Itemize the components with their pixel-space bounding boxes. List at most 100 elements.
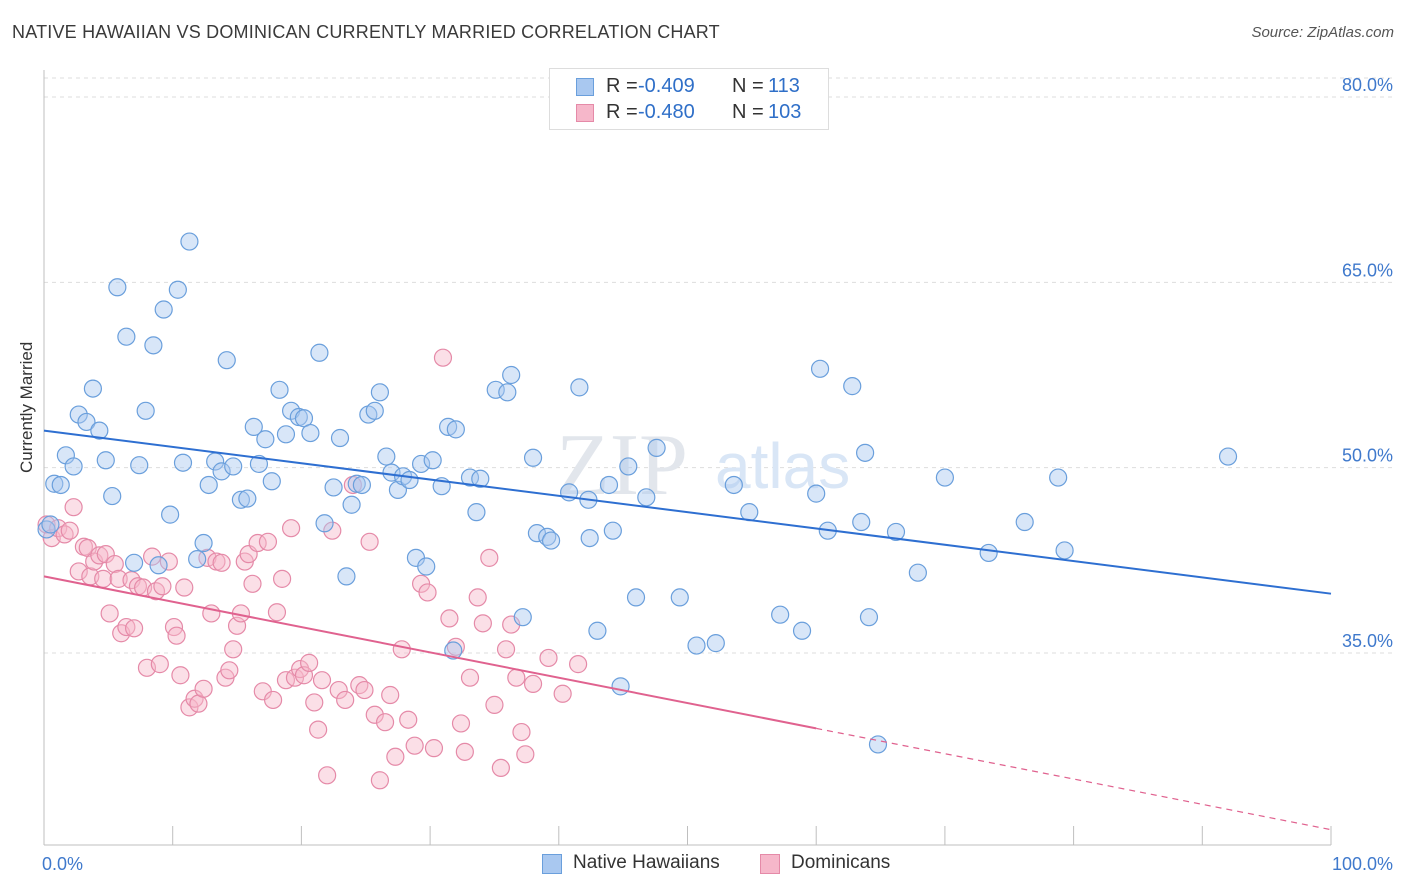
- native-hawaiians-point: [523, 448, 543, 467]
- dominicans-point: [360, 532, 379, 551]
- dominicans-point: [267, 603, 287, 622]
- native-hawaiians-point: [217, 351, 236, 370]
- native-hawaiians-point: [188, 549, 207, 569]
- legend-n-label: N =: [732, 75, 764, 97]
- chart-title: NATIVE HAWAIIAN VS DOMINICAN CURRENTLY M…: [12, 22, 720, 42]
- dominicans-point: [491, 758, 510, 778]
- native-hawaiians-point: [365, 401, 384, 420]
- native-hawaiians-point: [69, 405, 88, 424]
- native-hawaiians-point: [276, 425, 296, 444]
- native-hawaiians-point: [1218, 447, 1238, 466]
- native-hawaiians-point: [249, 454, 269, 474]
- dominicans-point: [569, 655, 588, 674]
- native-hawaiians-point: [670, 588, 689, 607]
- native-hawaiians-trend-line: [43, 429, 1332, 595]
- native-hawaiians-point: [852, 512, 871, 532]
- native-hawaiians-point: [502, 365, 521, 385]
- native-hawaiians-point: [486, 380, 505, 399]
- native-hawaiians-point: [423, 451, 442, 470]
- dominicans-point: [318, 766, 337, 785]
- dominicans-point: [224, 640, 243, 659]
- dominicans-point: [418, 583, 437, 602]
- dominicans-point: [516, 745, 535, 764]
- dominicans-trend-line-extension: [816, 727, 1332, 831]
- dominicans-point: [323, 521, 342, 540]
- y-tick-label: 80.0%: [1342, 75, 1393, 95]
- bottom-legend-label: Native Hawaiians: [573, 852, 720, 873]
- native-hawaiians-point: [979, 543, 998, 563]
- native-hawaiians-point: [740, 503, 759, 522]
- native-hawaiians-point: [599, 475, 619, 495]
- watermark-atlas: atlas: [715, 430, 850, 502]
- native-hawaiians-point: [45, 474, 64, 493]
- trend-lines: [43, 429, 1332, 831]
- native-hawaiians-point: [352, 475, 371, 495]
- dominicans-point: [243, 574, 262, 593]
- native-hawaiians-point: [238, 489, 257, 508]
- dominicans-point: [399, 710, 418, 729]
- dominicans-point: [90, 546, 109, 565]
- native-hawaiians-point: [411, 454, 431, 474]
- native-hawaiians-point: [168, 280, 187, 299]
- native-hawaiians-point: [64, 457, 83, 476]
- native-hawaiians-point: [103, 486, 122, 506]
- native-hawaiians-point: [570, 378, 589, 397]
- dominicans-point: [175, 578, 194, 597]
- native-hawaiians-point: [588, 621, 607, 640]
- bottom-legend-swatch-pink: [760, 854, 780, 874]
- dominicans-point: [433, 348, 453, 367]
- native-hawaiians-point: [77, 412, 96, 432]
- dominicans-point: [336, 690, 355, 710]
- native-hawaiians-point: [843, 377, 862, 396]
- native-hawaiians-point: [603, 521, 622, 540]
- native-hawaiians-point: [324, 478, 343, 497]
- dominicans-point: [212, 553, 231, 572]
- dominicans-point: [405, 736, 424, 755]
- native-hawaiians-point: [51, 475, 70, 495]
- dominicans-point: [539, 648, 558, 668]
- native-hawaiians-point: [388, 480, 408, 500]
- native-hawaiians-point: [513, 608, 532, 627]
- y-tick-label: 65.0%: [1342, 260, 1393, 280]
- native-hawaiians-point: [301, 423, 320, 443]
- native-hawaiians-point: [807, 484, 826, 503]
- native-hawaiians-point: [117, 327, 136, 346]
- native-hawaiians-point: [471, 469, 490, 488]
- native-hawaiians-point: [417, 557, 436, 576]
- native-hawaiians-point: [224, 457, 243, 476]
- native-hawaiians-point: [859, 608, 879, 627]
- legend-n-value: 103: [768, 101, 802, 123]
- native-hawaiians-point: [256, 430, 275, 449]
- native-hawaiians-point: [626, 588, 646, 607]
- dominicans-point: [460, 668, 480, 687]
- dominicans-point: [64, 498, 83, 517]
- native-hawaiians-point: [687, 636, 706, 655]
- bottom-legend-swatch-blue: [542, 854, 562, 874]
- native-hawaiians-point: [130, 456, 149, 475]
- dominicans-point: [153, 577, 172, 596]
- native-hawaiians-point: [136, 401, 155, 420]
- legend-swatch-blue: [576, 78, 594, 96]
- dominicans-point: [220, 661, 239, 680]
- legend-r-value: -0.480: [638, 101, 695, 123]
- native-hawaiians-point: [771, 605, 790, 624]
- native-hawaiians-point: [149, 556, 168, 575]
- watermark: ZIP atlas: [556, 417, 850, 514]
- dominicans-point: [473, 614, 492, 633]
- native-hawaiians-points: [37, 232, 1238, 754]
- native-hawaiians-point: [154, 300, 173, 319]
- native-hawaiians-point: [41, 515, 60, 534]
- dominicans-points: [37, 348, 588, 790]
- native-hawaiians-point: [199, 475, 218, 495]
- dominicans-point: [100, 604, 119, 623]
- dominicans-trend-line: [43, 575, 817, 730]
- native-hawaiians-point: [212, 462, 231, 481]
- dominicans-point: [272, 569, 292, 588]
- dominicans-point: [451, 714, 471, 733]
- dominicans-point: [96, 545, 115, 564]
- native-hawaiians-point: [377, 447, 396, 466]
- native-hawaiians-point: [144, 336, 163, 355]
- dominicans-point: [329, 680, 348, 700]
- dominicans-point: [282, 519, 301, 538]
